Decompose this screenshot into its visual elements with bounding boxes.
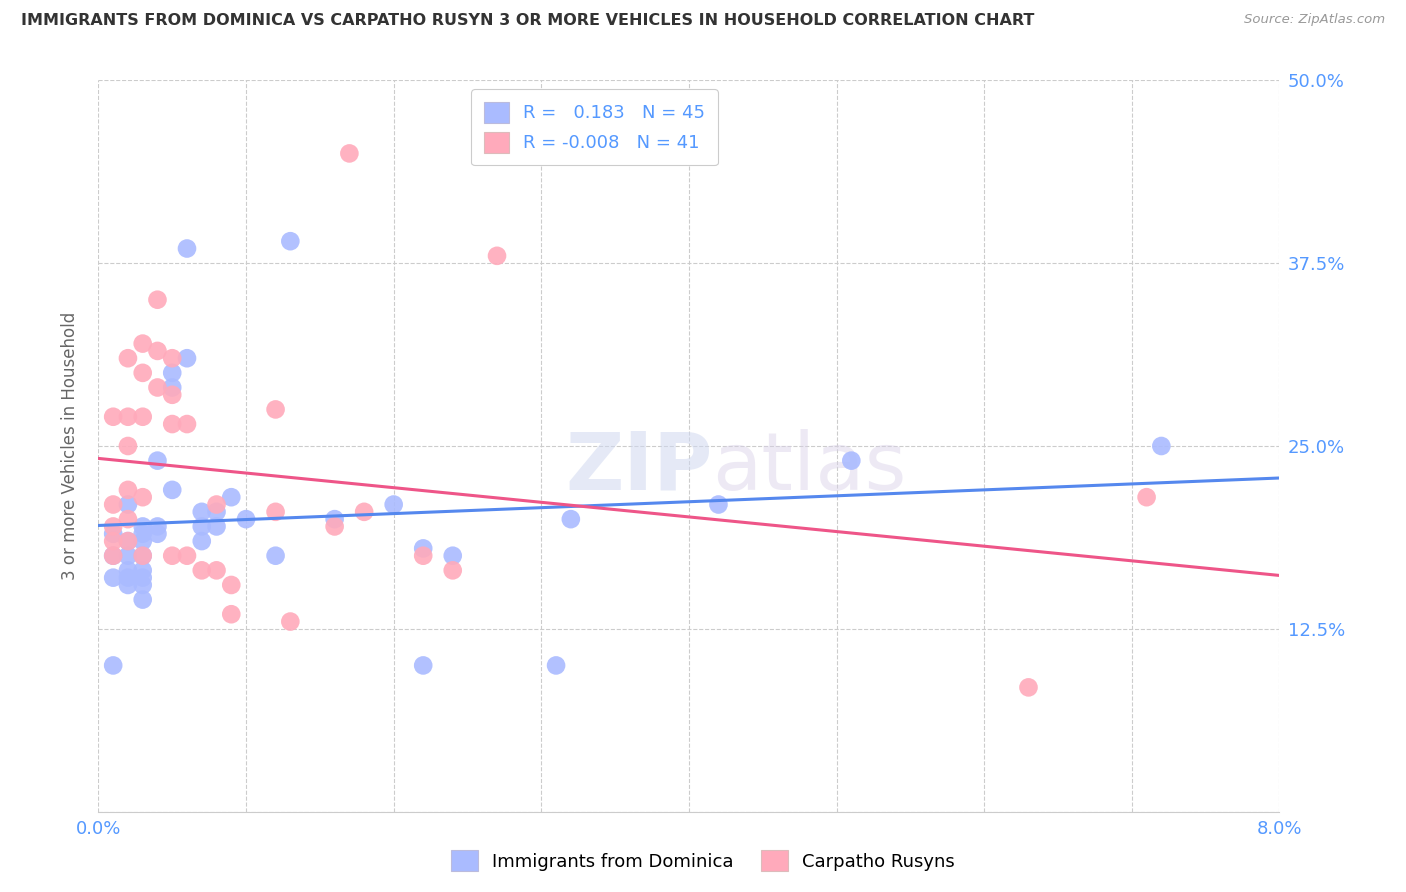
Point xyxy=(382,498,405,512)
Point xyxy=(176,351,198,366)
Point xyxy=(117,571,139,585)
Point xyxy=(1135,490,1157,504)
Point xyxy=(162,366,183,380)
Point xyxy=(191,505,214,519)
Legend: R =   0.183   N = 45, R = -0.008   N = 41: R = 0.183 N = 45, R = -0.008 N = 41 xyxy=(471,89,718,165)
Point xyxy=(117,578,139,592)
Text: ZIP: ZIP xyxy=(565,429,713,507)
Point xyxy=(132,578,155,592)
Point xyxy=(132,490,155,504)
Point xyxy=(117,409,139,424)
Point xyxy=(117,439,139,453)
Text: atlas: atlas xyxy=(713,429,907,507)
Point xyxy=(176,549,198,563)
Point xyxy=(264,505,287,519)
Point xyxy=(205,519,228,533)
Point xyxy=(235,512,257,526)
Point xyxy=(441,563,464,577)
Point xyxy=(205,498,228,512)
Point xyxy=(117,351,139,366)
Point xyxy=(176,417,198,431)
Point xyxy=(353,505,375,519)
Point xyxy=(219,607,242,622)
Point xyxy=(162,549,183,563)
Point xyxy=(132,519,155,533)
Point xyxy=(264,402,287,417)
Point xyxy=(337,146,360,161)
Point xyxy=(132,366,155,380)
Point xyxy=(176,242,198,256)
Point xyxy=(1017,681,1039,695)
Point xyxy=(162,417,183,431)
Point xyxy=(132,534,155,549)
Point xyxy=(205,505,228,519)
Point xyxy=(162,351,183,366)
Point xyxy=(219,490,242,504)
Point xyxy=(323,519,346,533)
Point xyxy=(146,293,169,307)
Point xyxy=(323,512,346,526)
Text: Source: ZipAtlas.com: Source: ZipAtlas.com xyxy=(1244,13,1385,27)
Point xyxy=(103,571,125,585)
Point xyxy=(132,336,155,351)
Point xyxy=(103,498,125,512)
Point xyxy=(264,549,287,563)
Y-axis label: 3 or more Vehicles in Household: 3 or more Vehicles in Household xyxy=(60,312,79,580)
Point xyxy=(132,571,155,585)
Point xyxy=(103,549,125,563)
Point xyxy=(560,512,582,526)
Point xyxy=(146,343,169,358)
Point xyxy=(546,658,568,673)
Point xyxy=(117,512,139,526)
Point xyxy=(191,563,214,577)
Point xyxy=(162,388,183,402)
Point xyxy=(103,519,125,533)
Point xyxy=(191,519,214,533)
Point xyxy=(103,409,125,424)
Point xyxy=(117,549,139,563)
Point xyxy=(146,453,169,467)
Point xyxy=(117,534,139,549)
Point xyxy=(146,380,169,394)
Point xyxy=(132,409,155,424)
Point xyxy=(146,519,169,533)
Point xyxy=(412,549,434,563)
Point xyxy=(839,453,862,467)
Point xyxy=(117,563,139,577)
Point xyxy=(117,534,139,549)
Point xyxy=(412,541,434,556)
Point xyxy=(205,563,228,577)
Point xyxy=(132,592,155,607)
Point xyxy=(103,658,125,673)
Point xyxy=(117,498,139,512)
Legend: Immigrants from Dominica, Carpatho Rusyns: Immigrants from Dominica, Carpatho Rusyn… xyxy=(443,843,963,879)
Point xyxy=(117,483,139,497)
Point xyxy=(162,380,183,394)
Point xyxy=(132,549,155,563)
Point xyxy=(412,658,434,673)
Point xyxy=(485,249,508,263)
Point xyxy=(146,526,169,541)
Point xyxy=(103,549,125,563)
Point xyxy=(278,234,302,248)
Point xyxy=(103,534,125,549)
Point xyxy=(278,615,302,629)
Point xyxy=(1150,439,1173,453)
Point xyxy=(132,549,155,563)
Point xyxy=(132,563,155,577)
Text: IMMIGRANTS FROM DOMINICA VS CARPATHO RUSYN 3 OR MORE VEHICLES IN HOUSEHOLD CORRE: IMMIGRANTS FROM DOMINICA VS CARPATHO RUS… xyxy=(21,13,1035,29)
Point xyxy=(219,578,242,592)
Point xyxy=(162,483,183,497)
Point xyxy=(707,498,730,512)
Point xyxy=(132,526,155,541)
Point xyxy=(191,534,214,549)
Point xyxy=(103,526,125,541)
Point xyxy=(441,549,464,563)
